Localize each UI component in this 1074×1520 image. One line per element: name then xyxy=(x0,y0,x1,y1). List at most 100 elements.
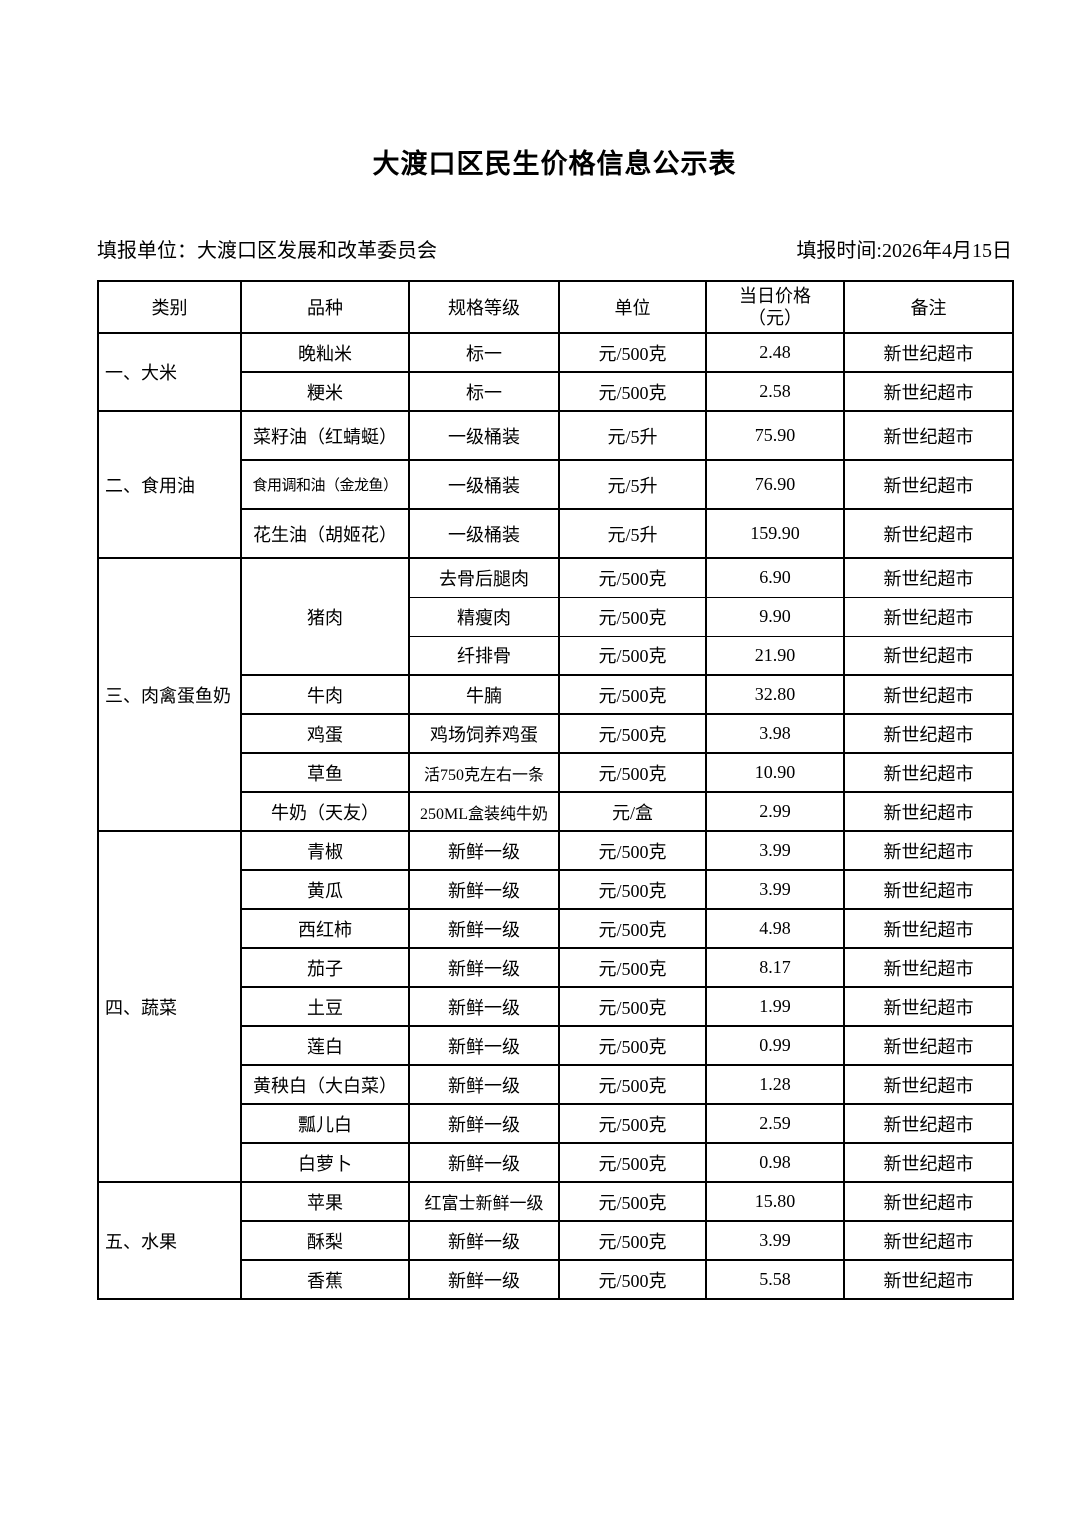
cell-unit: 元/500克 xyxy=(558,908,707,949)
cell-note: 新世纪超市 xyxy=(843,557,1014,598)
cell-price: 159.90 xyxy=(705,508,845,559)
cell-unit: 元/500克 xyxy=(558,986,707,1027)
cell-spec: 250ML盒装纯牛奶 xyxy=(408,791,560,832)
table-row: 西红柿 新鲜一级 元/500克 4.98 新世纪超市 xyxy=(98,908,1014,949)
cell-price: 4.98 xyxy=(705,908,845,949)
table-row: 牛肉 牛腩 元/500克 32.80 新世纪超市 xyxy=(98,674,1014,715)
cell-variety: 猪肉 xyxy=(240,557,410,676)
cell-note: 新世纪超市 xyxy=(843,410,1014,461)
cell-variety: 白萝卜 xyxy=(240,1142,410,1183)
cell-variety: 土豆 xyxy=(240,986,410,1027)
cell-unit: 元/500克 xyxy=(558,1142,707,1183)
cell-unit: 元/5升 xyxy=(558,508,707,559)
cell-note: 新世纪超市 xyxy=(843,752,1014,793)
cell-unit: 元/500克 xyxy=(558,1259,707,1300)
table-row: 四、蔬菜 青椒 新鲜一级 元/500克 3.99 新世纪超市 xyxy=(97,830,1014,1183)
cell-variety: 茄子 xyxy=(240,947,410,988)
cell-unit: 元/500克 xyxy=(558,557,707,598)
cell-variety: 菜籽油（红蜻蜓） xyxy=(240,410,410,461)
cell-price: 8.17 xyxy=(705,947,845,988)
cell-price: 2.58 xyxy=(705,371,845,412)
cell-price: 6.90 xyxy=(705,557,845,598)
cell-unit: 元/500克 xyxy=(558,332,707,373)
cell-note: 新世纪超市 xyxy=(843,459,1014,510)
cell-unit: 元/500克 xyxy=(558,752,707,793)
cell-variety: 鸡蛋 xyxy=(240,713,410,754)
cell-variety: 黄瓜 xyxy=(240,869,410,910)
table-row: 纤排骨 元/500克 21.90 新世纪超市 xyxy=(98,635,1014,676)
cell-price: 1.28 xyxy=(705,1064,845,1105)
cell-variety: 粳米 xyxy=(240,371,410,412)
page-title: 大渡口区民生价格信息公示表 xyxy=(372,149,737,179)
table-row: 瓢儿白 新鲜一级 元/500克 2.59 新世纪超市 xyxy=(98,1103,1014,1144)
cell-note: 新世纪超市 xyxy=(843,1064,1014,1105)
cell-note: 新世纪超市 xyxy=(843,830,1014,871)
cell-category: 四、蔬菜 xyxy=(97,830,242,1183)
cell-spec: 新鲜一级 xyxy=(408,908,560,949)
cell-price: 21.90 xyxy=(705,635,845,676)
table-row: 土豆 新鲜一级 元/500克 1.99 新世纪超市 xyxy=(98,986,1014,1027)
table-row: 精瘦肉 元/500克 9.90 新世纪超市 xyxy=(98,596,1014,637)
table-row: 花生油（胡姬花） 一级桶装 元/5升 159.90 新世纪超市 xyxy=(98,508,1014,559)
cell-price: 3.99 xyxy=(705,1220,845,1261)
cell-note: 新世纪超市 xyxy=(843,1259,1014,1300)
table-row: 二、食用油 菜籽油（红蜻蜓） 一级桶装 元/5升 75.90 新世纪超市 xyxy=(97,410,1014,559)
cell-variety: 食用调和油（金龙鱼） xyxy=(240,459,410,510)
cell-price: 76.90 xyxy=(705,459,845,510)
cell-spec: 新鲜一级 xyxy=(408,1259,560,1300)
cell-spec: 纤排骨 xyxy=(408,635,560,676)
table-row: 三、肉禽蛋鱼奶 猪肉 去骨后腿肉 元/500克 6.90 新世纪超市 xyxy=(97,557,1014,832)
cell-price: 2.99 xyxy=(705,791,845,832)
cell-spec: 新鲜一级 xyxy=(408,986,560,1027)
col-header-unit: 单位 xyxy=(558,280,707,334)
report-time-label: 填报时间:2026年4月15日 xyxy=(796,240,1012,262)
cell-price: 5.58 xyxy=(705,1259,845,1300)
cell-note: 新世纪超市 xyxy=(843,1103,1014,1144)
col-header-note: 备注 xyxy=(843,280,1014,334)
cell-spec: 新鲜一级 xyxy=(408,1142,560,1183)
table-row: 黄秧白（大白菜） 新鲜一级 元/500克 1.28 新世纪超市 xyxy=(98,1064,1014,1105)
cell-variety: 苹果 xyxy=(240,1181,410,1222)
cell-note: 新世纪超市 xyxy=(843,869,1014,910)
cell-note: 新世纪超市 xyxy=(843,1025,1014,1066)
cell-variety: 牛奶（天友） xyxy=(240,791,410,832)
cell-variety: 牛肉 xyxy=(240,674,410,715)
cell-price: 3.99 xyxy=(705,830,845,871)
cell-unit: 元/500克 xyxy=(558,1220,707,1261)
table-row: 酥梨 新鲜一级 元/500克 3.99 新世纪超市 xyxy=(98,1220,1014,1261)
cell-price: 15.80 xyxy=(705,1181,845,1222)
table-header-row: 类别 品种 规格等级 单位 当日价格 （元） 备注 xyxy=(97,280,1014,334)
cell-variety: 草鱼 xyxy=(240,752,410,793)
report-unit-label: 填报单位：大渡口区发展和改革委员会 xyxy=(97,240,437,262)
cell-spec: 新鲜一级 xyxy=(408,869,560,910)
cell-price: 75.90 xyxy=(705,410,845,461)
cell-spec: 活750克左右一条 xyxy=(408,752,560,793)
cell-price: 0.98 xyxy=(705,1142,845,1183)
table-row: 香蕉 新鲜一级 元/500克 5.58 新世纪超市 xyxy=(98,1259,1014,1300)
price-table: 类别 品种 规格等级 单位 当日价格 （元） 备注 一、大米 晚籼米 标一 元/… xyxy=(97,280,1014,1300)
cell-note: 新世纪超市 xyxy=(843,986,1014,1027)
cell-variety: 晚籼米 xyxy=(240,332,410,373)
table-row: 食用调和油（金龙鱼） 一级桶装 元/5升 76.90 新世纪超市 xyxy=(98,459,1014,510)
cell-price: 3.98 xyxy=(705,713,845,754)
cell-variety: 黄秧白（大白菜） xyxy=(240,1064,410,1105)
cell-variety: 青椒 xyxy=(240,830,410,871)
cell-spec: 新鲜一级 xyxy=(408,830,560,871)
cell-spec: 标一 xyxy=(408,371,560,412)
cell-unit: 元/500克 xyxy=(558,1181,707,1222)
cell-variety: 酥梨 xyxy=(240,1220,410,1261)
cell-note: 新世纪超市 xyxy=(843,1142,1014,1183)
table-row: 茄子 新鲜一级 元/500克 8.17 新世纪超市 xyxy=(98,947,1014,988)
cell-spec: 去骨后腿肉 xyxy=(408,557,560,598)
cell-note: 新世纪超市 xyxy=(843,791,1014,832)
cell-price: 32.80 xyxy=(705,674,845,715)
table-row: 牛奶（天友） 250ML盒装纯牛奶 元/盒 2.99 新世纪超市 xyxy=(98,791,1014,832)
cell-note: 新世纪超市 xyxy=(843,908,1014,949)
cell-unit: 元/500克 xyxy=(558,596,707,637)
cell-unit: 元/500克 xyxy=(558,947,707,988)
cell-category: 二、食用油 xyxy=(97,410,242,559)
cell-spec: 新鲜一级 xyxy=(408,1064,560,1105)
document-page: 大渡口区民生价格信息公示表 填报单位：大渡口区发展和改革委员会 填报时间:202… xyxy=(97,149,1014,1300)
cell-unit: 元/500克 xyxy=(558,1064,707,1105)
cell-price: 10.90 xyxy=(705,752,845,793)
